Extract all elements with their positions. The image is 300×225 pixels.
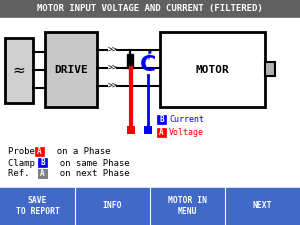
Text: Ref.: Ref. — [8, 169, 40, 178]
Text: +: + — [144, 52, 152, 62]
Text: ≈: ≈ — [13, 63, 26, 77]
Bar — [38, 158, 47, 167]
Text: Probe: Probe — [8, 148, 40, 157]
Bar — [0, 0, 300, 18]
Bar — [157, 128, 166, 137]
Text: >>: >> — [108, 63, 118, 72]
Text: Clamp: Clamp — [8, 158, 40, 167]
Text: MOTOR: MOTOR — [195, 65, 229, 75]
Text: Voltage: Voltage — [169, 128, 204, 137]
Bar — [265, 62, 275, 76]
Bar — [38, 169, 47, 178]
Text: DRIVE: DRIVE — [54, 65, 88, 75]
Text: A: A — [40, 169, 45, 178]
Text: SAVE
TO REPORT: SAVE TO REPORT — [16, 196, 59, 216]
Text: Ċ: Ċ — [140, 55, 156, 75]
Bar — [127, 54, 133, 68]
Text: B: B — [40, 158, 45, 167]
Bar — [144, 126, 152, 134]
Text: A: A — [37, 147, 42, 156]
Bar — [160, 32, 265, 107]
Text: MOTOR INPUT VOLTAGE AND CURRENT (FILTERED): MOTOR INPUT VOLTAGE AND CURRENT (FILTERE… — [37, 4, 263, 13]
Text: on a Phase: on a Phase — [46, 148, 110, 157]
Text: on next Phase: on next Phase — [49, 169, 130, 178]
Text: NEXT: NEXT — [253, 202, 272, 211]
Bar — [127, 126, 135, 134]
Text: A: A — [159, 128, 164, 137]
Text: B: B — [159, 115, 164, 124]
Bar — [0, 188, 300, 225]
Bar — [45, 32, 97, 107]
Text: MOTOR IN
MENU: MOTOR IN MENU — [168, 196, 207, 216]
Bar — [35, 147, 44, 156]
Text: >>: >> — [108, 45, 118, 54]
Bar — [5, 38, 33, 103]
Text: INFO: INFO — [103, 202, 122, 211]
Text: >>: >> — [108, 81, 118, 90]
Text: on same Phase: on same Phase — [49, 158, 130, 167]
Bar — [157, 115, 166, 124]
Text: Current: Current — [169, 115, 204, 124]
Bar — [0, 18, 300, 188]
